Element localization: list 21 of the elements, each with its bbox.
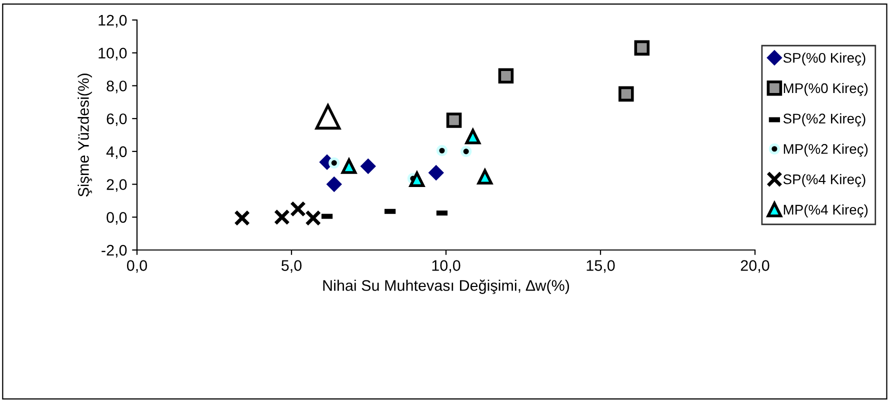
- y-tick-label: 6,0: [106, 113, 127, 126]
- y-tick-label: 0,0: [106, 212, 127, 225]
- y-tick-label: 10,0: [98, 48, 127, 60]
- legend-label: MP(%2 Kireç): [784, 144, 868, 157]
- legend-label: SP(%4 Kireç): [783, 174, 866, 188]
- x-axis-title: Nihai Su Muhtevası Değişimi, ∆w(%): [323, 280, 570, 294]
- x-tick-label: 20,0: [740, 260, 770, 273]
- y-axis-title: Şişme Yüzdesi(%): [78, 74, 92, 197]
- x-tick-label: 10,0: [432, 260, 460, 273]
- x-tick-label: 5,0: [281, 260, 302, 273]
- legend-label: MP(%4 Kireç): [784, 204, 868, 218]
- legend-label: SP(%0 Kireç): [783, 52, 866, 66]
- y-tick-label: 4,0: [106, 146, 127, 159]
- y-tick-label: 2,0: [106, 179, 127, 192]
- legend-label: MP(%0 Kireç): [784, 82, 868, 96]
- y-tick-label: -2,0: [102, 244, 127, 258]
- legend-label: SP(%2 Kireç): [783, 113, 866, 126]
- x-tick-label: 15,0: [586, 260, 615, 273]
- y-tick-label: 8,0: [106, 80, 127, 94]
- x-tick-label: 0,0: [126, 260, 148, 273]
- y-tick-label: 12,0: [98, 14, 127, 28]
